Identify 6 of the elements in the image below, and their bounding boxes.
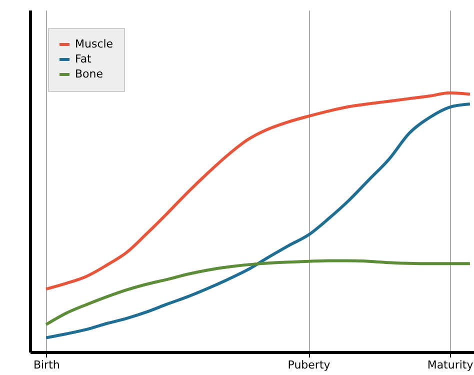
legend-label: Bone — [75, 68, 104, 80]
x-tick-label: Maturity — [427, 358, 474, 372]
legend-label: Fat — [75, 52, 92, 66]
legend-label: Muscle — [75, 38, 114, 50]
x-tick-label: Puberty — [288, 358, 331, 372]
x-tick-label: Birth — [33, 358, 60, 372]
